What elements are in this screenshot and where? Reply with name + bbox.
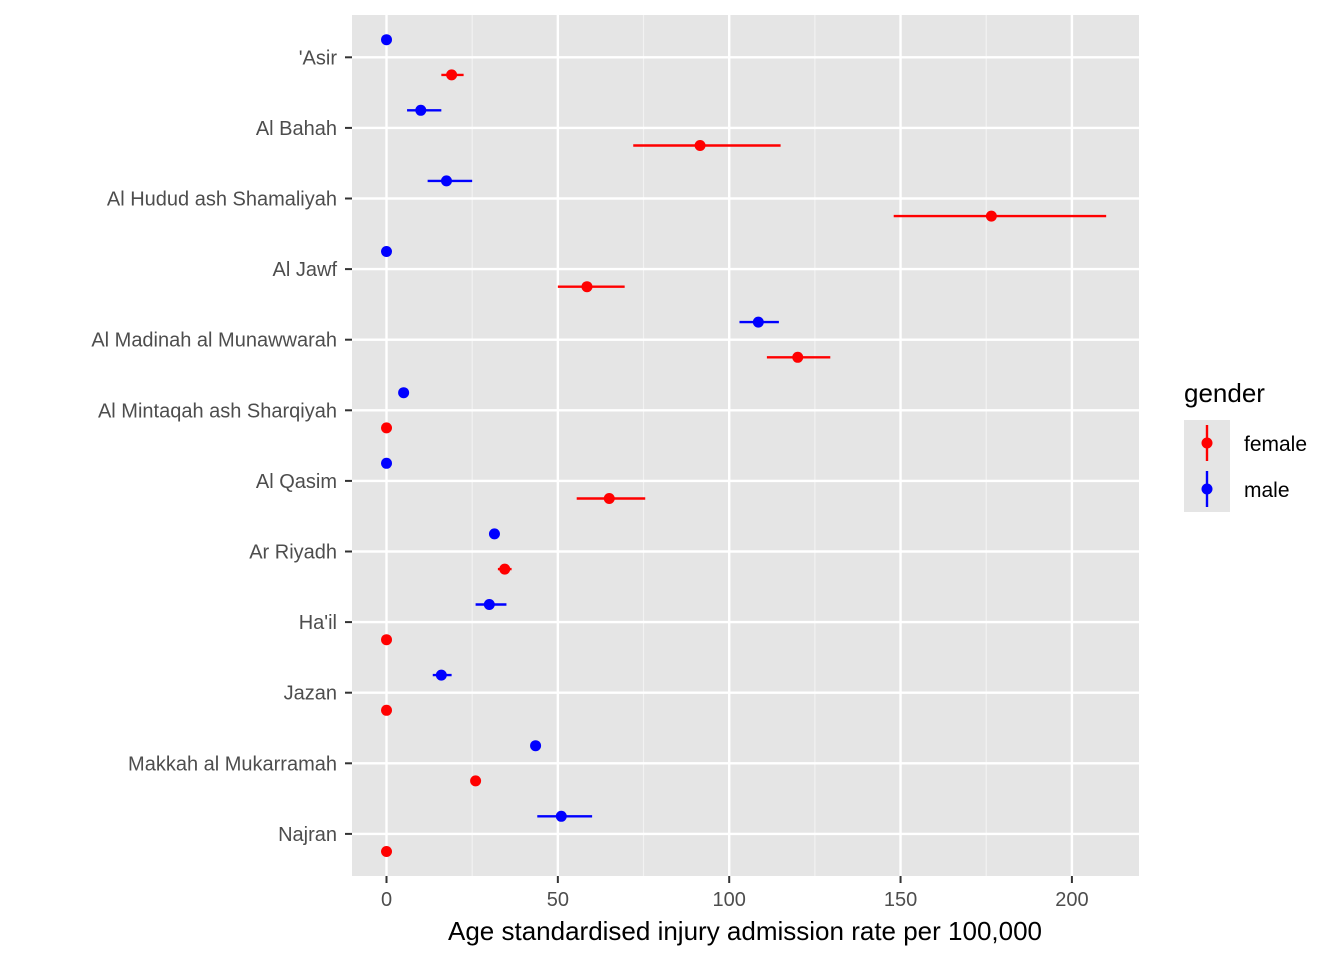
- chart-marks: [381, 34, 1107, 857]
- x-tick-label: 150: [884, 889, 917, 911]
- legend-key-point: [1201, 437, 1213, 449]
- point-female: [381, 704, 392, 716]
- x-axis: 0 50 100 150 200: [381, 876, 1089, 911]
- y-tick-label: Al Qasim: [256, 471, 337, 493]
- point-male: [381, 246, 392, 257]
- legend-label-male: male: [1244, 479, 1290, 502]
- point-male: [435, 669, 447, 681]
- point-female: [581, 281, 593, 293]
- y-tick-label: Makkah al Mukarramah: [128, 753, 337, 775]
- point-male: [440, 175, 452, 187]
- y-tick-label: Al Madinah al Munawwarah: [91, 330, 337, 352]
- x-tick-label: 200: [1055, 889, 1088, 911]
- legend-title: gender: [1184, 378, 1265, 408]
- point-male: [752, 316, 764, 328]
- y-tick-label: Ha'il: [299, 612, 337, 634]
- point-female: [603, 493, 615, 504]
- major-grid: [352, 15, 1139, 876]
- x-tick-label: 0: [381, 889, 392, 911]
- point-male: [530, 740, 542, 752]
- y-tick-label: 'Asir: [299, 47, 338, 69]
- point-female: [470, 775, 482, 787]
- plot-panel: [352, 15, 1139, 876]
- y-tick-label: Ar Riyadh: [249, 542, 337, 564]
- point-male: [398, 387, 410, 399]
- point-female: [694, 140, 706, 151]
- y-tick-label: Najran: [278, 824, 337, 846]
- point-male: [415, 104, 427, 116]
- x-tick-label: 100: [713, 889, 746, 911]
- point-female: [499, 563, 511, 575]
- y-tick-label: Al Mintaqah ash Sharqiyah: [98, 400, 337, 422]
- point-male: [483, 599, 495, 610]
- point-male: [381, 457, 392, 469]
- legend-keys: female male: [1184, 420, 1307, 512]
- legend-key-point: [1201, 483, 1213, 495]
- point-female: [985, 210, 997, 222]
- point-male: [381, 34, 392, 46]
- y-tick-label: Al Hudud ash Shamaliyah: [107, 189, 337, 211]
- point-female: [381, 422, 392, 434]
- point-female: [381, 634, 392, 646]
- y-tick-label: Al Bahah: [256, 118, 337, 140]
- legend-label-female: female: [1244, 433, 1307, 456]
- y-tick-label: Al Jawf: [273, 259, 338, 281]
- y-axis: 'Asir Al Bahah Al Hudud ash Shamaliyah Al J…: [91, 47, 352, 846]
- point-female: [381, 846, 392, 857]
- point-male: [488, 528, 500, 540]
- point-female: [446, 69, 458, 81]
- point-female: [792, 351, 804, 363]
- legend: gender female male: [1184, 378, 1307, 512]
- x-tick-label: 50: [547, 889, 569, 911]
- minor-grid: [471, 15, 987, 876]
- point-male: [555, 810, 567, 822]
- y-tick-label: Jazan: [284, 683, 337, 705]
- x-axis-title: Age standardised injury admission rate p…: [448, 916, 1042, 946]
